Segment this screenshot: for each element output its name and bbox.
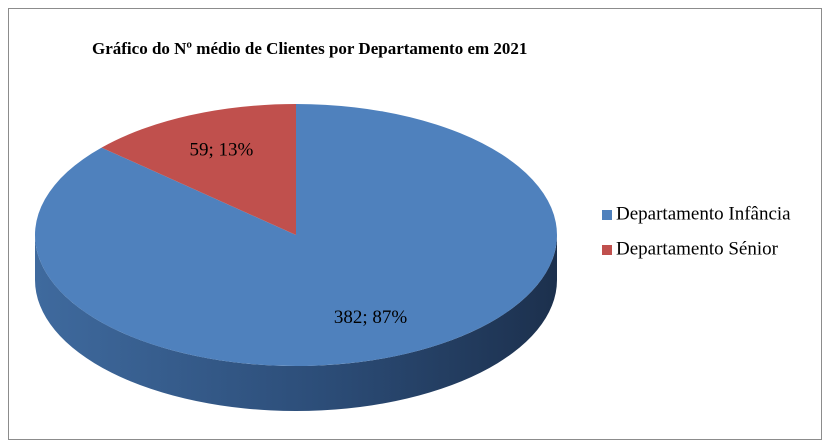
chart-title: Gráfico do Nº médio de Clientes por Depa… bbox=[92, 39, 527, 58]
legend-swatch bbox=[602, 210, 612, 220]
pie-slice bbox=[101, 104, 296, 235]
data-label: 59; 13% bbox=[190, 140, 254, 161]
legend-swatch bbox=[602, 245, 612, 255]
data-label: 382; 87% bbox=[334, 307, 408, 328]
legend-label: Departamento Sénior bbox=[616, 238, 779, 259]
legend-label: Departamento Infância bbox=[616, 203, 791, 224]
pie-side bbox=[35, 235, 557, 411]
pie-slice bbox=[34, 104, 557, 366]
